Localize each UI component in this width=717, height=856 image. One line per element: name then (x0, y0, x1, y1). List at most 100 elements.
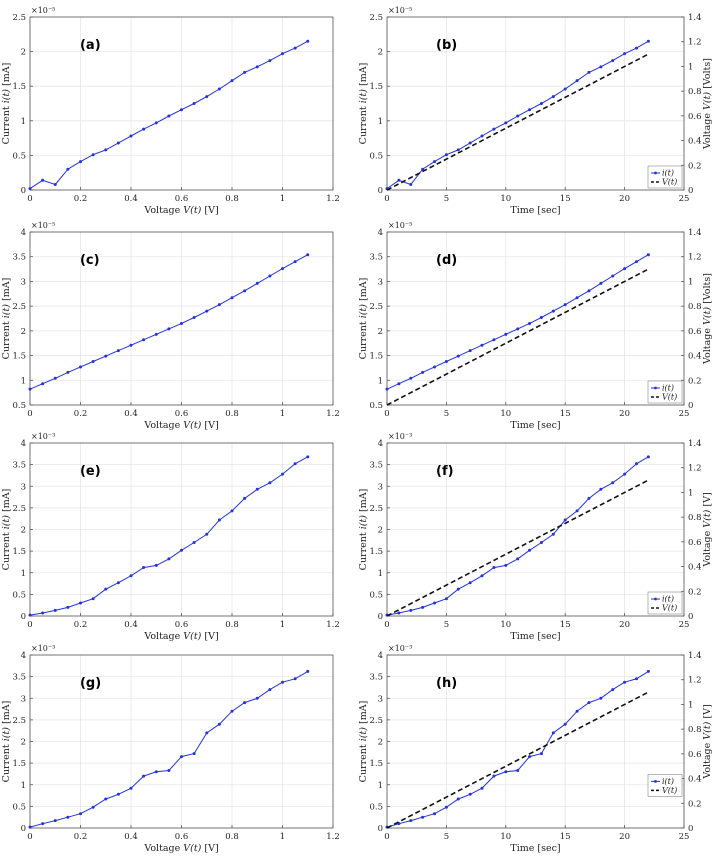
x-tick-label: 5 (444, 409, 449, 419)
data-point (563, 87, 567, 91)
data-point (192, 752, 196, 756)
y-tick-label: 4 (21, 651, 26, 661)
x-tick-label: 25 (679, 832, 690, 842)
data-point (433, 601, 437, 605)
data-point (41, 611, 45, 615)
data-point (167, 557, 171, 561)
data-point (480, 786, 484, 790)
y-tick-label: 2 (21, 526, 26, 536)
data-point (79, 601, 82, 605)
legend-voltage-label: V(t) (662, 178, 677, 187)
data-point (293, 260, 297, 264)
x-tick-label: 5 (444, 620, 449, 630)
x-axis-label: Voltage V(t) [V] (143, 631, 218, 642)
data-point (293, 462, 297, 466)
y-tick-label: 4 (378, 439, 383, 449)
current-line (386, 670, 649, 828)
data-point (611, 274, 615, 278)
data-point (397, 611, 401, 615)
data-point (433, 365, 437, 369)
data-point (255, 281, 259, 285)
data-point (53, 819, 57, 823)
data-point (180, 108, 183, 112)
legend: i(t)V(t) (647, 591, 683, 615)
panel-label: (d) (436, 253, 457, 268)
data-point (634, 260, 638, 264)
data-point (41, 822, 45, 826)
data-point (539, 316, 543, 320)
data-point (91, 153, 95, 157)
data-point (492, 127, 496, 131)
y2-tick-label: 1.4 (688, 13, 702, 23)
y2-tick-label: 0.6 (688, 750, 702, 760)
y-tick-label: 2.5 (369, 302, 383, 312)
data-point (634, 46, 638, 50)
data-point (41, 382, 45, 386)
data-point (646, 455, 650, 459)
y2-tick-label: 0.8 (688, 725, 702, 735)
current-line (29, 254, 309, 390)
y-tick-label: 1.5 (369, 82, 383, 92)
x-tick-label: 20 (619, 409, 630, 419)
data-point (53, 376, 57, 380)
x-tick-label: 10 (500, 194, 511, 204)
legend-current-marker (654, 171, 657, 175)
exponent-label: ×10⁻³ (31, 644, 55, 653)
data-point (539, 102, 543, 105)
y-tick-label: 3.5 (12, 253, 26, 263)
data-point (444, 805, 448, 809)
data-point (575, 709, 579, 713)
legend-current-label: i(t) (662, 169, 674, 178)
data-point (421, 605, 425, 609)
data-point (409, 376, 413, 380)
y-axis-label: Current i(t) [mA] (358, 489, 369, 571)
x-tick-label: 15 (560, 194, 571, 204)
data-point (409, 182, 413, 186)
exponent-label: ×10⁻⁵ (388, 6, 412, 15)
x-tick-label: 20 (619, 832, 630, 842)
x-tick-label: 0 (27, 620, 32, 630)
current-line (29, 670, 309, 828)
data-point (205, 95, 209, 99)
data-point (504, 563, 508, 567)
y-tick-label: 1 (378, 569, 383, 579)
data-point (516, 114, 520, 118)
data-point (66, 605, 70, 609)
data-point (230, 79, 234, 83)
voltage-line (386, 691, 649, 829)
data-point (79, 812, 82, 816)
x-tick-label: 25 (679, 194, 690, 204)
data-point (268, 274, 272, 278)
data-point (154, 770, 158, 774)
legend-voltage-label: V(t) (662, 604, 677, 613)
y2-tick-label: 1.4 (688, 228, 702, 238)
x-tick-label: 5 (444, 832, 449, 842)
data-point (646, 39, 650, 43)
x-tick-label: 0 (384, 194, 389, 204)
data-point (79, 365, 82, 369)
x-tick-label: 0 (384, 409, 389, 419)
data-point (104, 797, 108, 801)
current-line (386, 456, 649, 616)
y-tick-label: 3.5 (369, 461, 383, 471)
y-tick-label: 2.5 (12, 504, 26, 514)
y-tick-label: 2 (378, 48, 383, 58)
data-point (205, 731, 209, 735)
data-point (116, 581, 120, 585)
x-tick-label: 25 (679, 409, 690, 419)
x-tick-label: 1.2 (326, 620, 340, 630)
y-tick-label: 2 (21, 48, 26, 58)
y2-tick-label: 1.2 (688, 253, 702, 263)
data-point (551, 309, 555, 313)
data-point (104, 148, 108, 152)
data-point (646, 253, 650, 257)
data-point (306, 669, 310, 673)
data-point (575, 296, 579, 300)
x-tick-label: 15 (560, 620, 571, 630)
legend-current-label: i(t) (662, 384, 674, 393)
data-point (397, 178, 401, 182)
y-tick-label: 0.5 (369, 802, 383, 812)
y-tick-label: 3.5 (12, 461, 26, 471)
y-axis-label: Current i(t) [mA] (358, 278, 369, 360)
